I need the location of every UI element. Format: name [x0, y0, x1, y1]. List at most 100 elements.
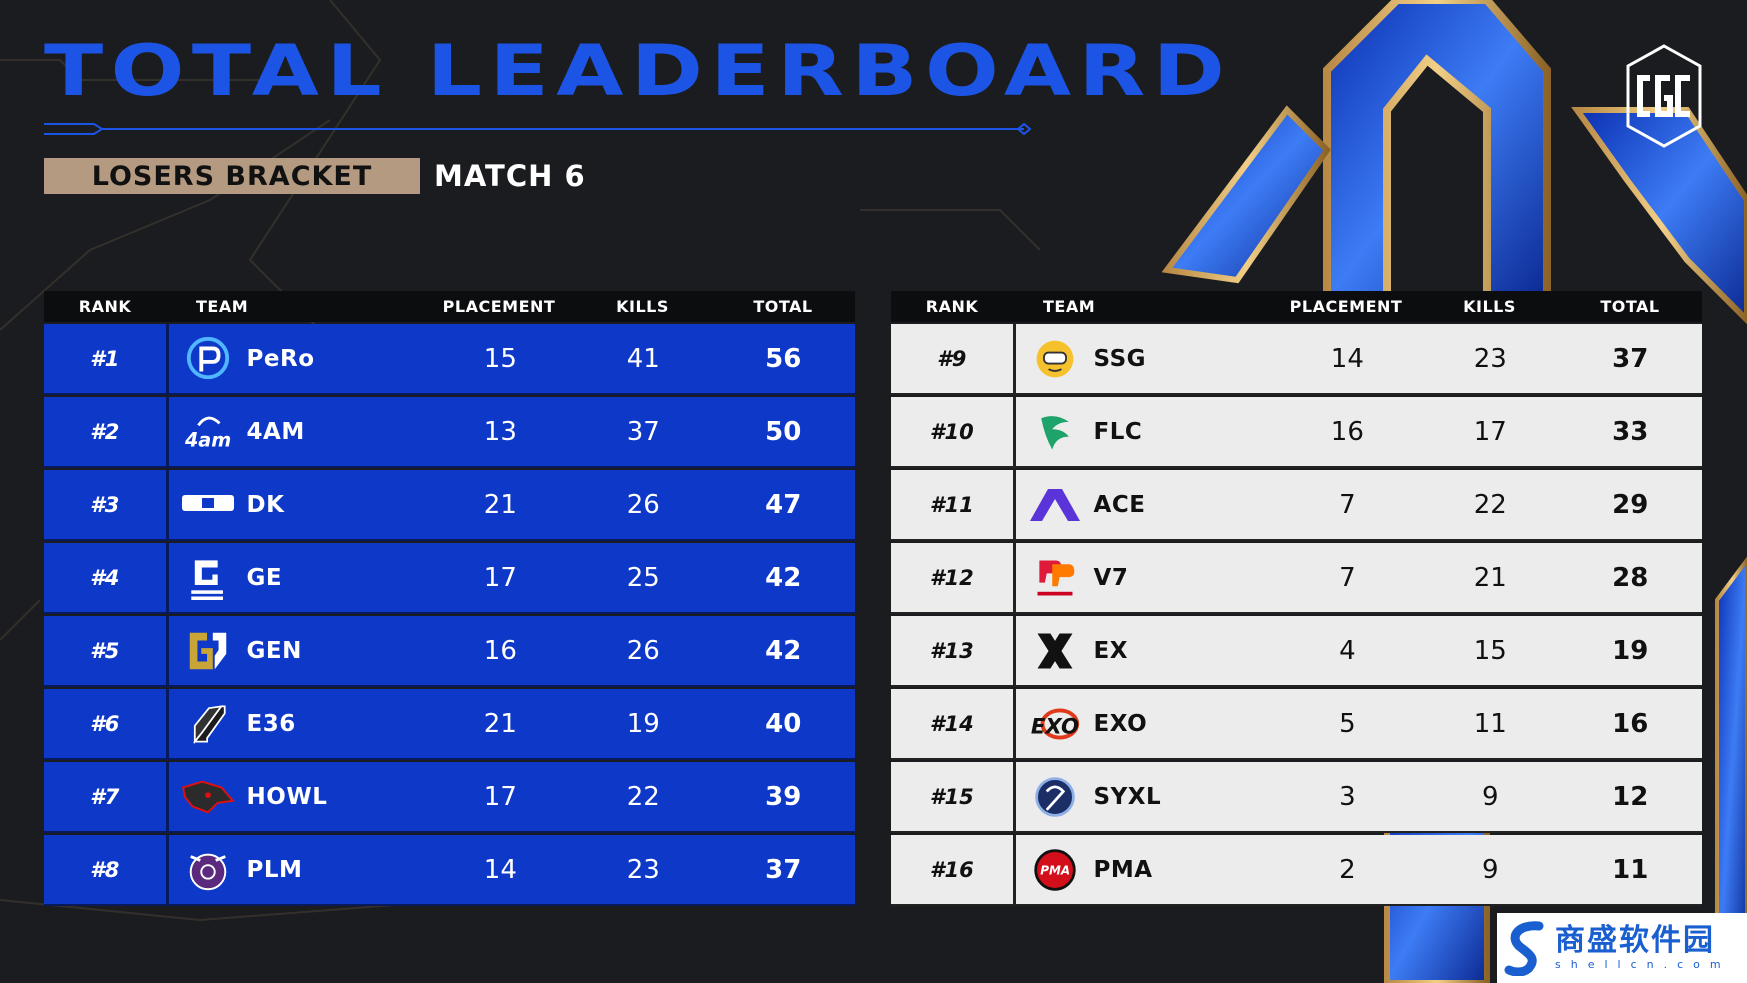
title-underline — [44, 122, 1032, 136]
table-row: #7 HOWL 17 22 39 — [44, 762, 855, 833]
team-name: GE — [246, 564, 283, 591]
v7-logo-icon — [1026, 549, 1084, 607]
ssg-logo-icon — [1026, 330, 1084, 388]
total-cell: 37 — [765, 854, 802, 885]
rank-cell: #11 — [891, 470, 1016, 539]
placement-cell: 7 — [1339, 562, 1356, 593]
col-team-header: TEAM — [196, 297, 249, 316]
team-cell: GE — [169, 543, 426, 612]
team-cell: EXO EXO — [1016, 689, 1273, 758]
team-cell: PeRo — [169, 324, 426, 393]
placement-cell: 14 — [483, 854, 517, 885]
table-row: #1 PeRo 15 41 56 — [44, 324, 855, 395]
placement-cell: 4 — [1339, 635, 1356, 666]
rank-cell: #1 — [44, 324, 169, 393]
team-name: PeRo — [246, 345, 315, 372]
total-cell: 47 — [765, 489, 802, 520]
table-row: #4 GE 17 25 42 — [44, 543, 855, 614]
team-name: SYXL — [1093, 783, 1162, 810]
team-cell: SYXL — [1016, 762, 1273, 831]
ge-logo-icon — [179, 549, 237, 607]
placement-cell: 15 — [483, 343, 517, 374]
total-cell: 56 — [765, 343, 802, 374]
team-cell: HOWL — [169, 762, 426, 831]
leaderboard-table-left: RANK TEAM PLACEMENT KILLS TOTAL #1 PeRo 15… — [44, 291, 855, 906]
col-placement-header: PLACEMENT — [442, 297, 556, 316]
rank-cell: #5 — [44, 616, 169, 685]
kills-cell: 15 — [1473, 635, 1507, 666]
ace-logo-icon — [1026, 476, 1084, 534]
team-cell: V7 — [1016, 543, 1273, 612]
team-name: 4AM — [246, 418, 305, 445]
table-header: RANK TEAM PLACEMENT KILLS TOTAL — [891, 291, 1702, 322]
kills-cell: 23 — [626, 854, 660, 885]
total-cell: 19 — [1612, 635, 1649, 666]
team-name: GEN — [246, 637, 302, 664]
team-cell: GEN — [169, 616, 426, 685]
col-total-header: TOTAL — [1600, 297, 1660, 316]
team-name: EX — [1093, 637, 1128, 664]
total-cell: 11 — [1612, 854, 1649, 885]
rank-cell: #6 — [44, 689, 169, 758]
placement-cell: 17 — [483, 781, 517, 812]
kills-cell: 17 — [1473, 416, 1507, 447]
table-row: #10 FLC 16 17 33 — [891, 397, 1702, 468]
total-cell: 39 — [765, 781, 802, 812]
placement-cell: 17 — [483, 562, 517, 593]
placement-cell: 16 — [1330, 416, 1364, 447]
rank-cell: #7 — [44, 762, 169, 831]
team-name: DK — [246, 491, 285, 518]
table-row: #15 SYXL 3 9 12 — [891, 762, 1702, 833]
kills-cell: 19 — [626, 708, 660, 739]
page-title: TOTAL LEADERBOARD — [44, 30, 1233, 112]
table-row: #12 V7 7 21 28 — [891, 543, 1702, 614]
rank-cell: #14 — [891, 689, 1016, 758]
placement-cell: 14 — [1330, 343, 1364, 374]
placement-cell: 2 — [1339, 854, 1356, 885]
kills-cell: 23 — [1473, 343, 1507, 374]
team-name: ACE — [1093, 491, 1146, 518]
team-cell: ACE — [1016, 470, 1273, 539]
total-cell: 42 — [765, 562, 802, 593]
pero-logo-icon — [179, 330, 237, 388]
table-row: #14 EXO EXO 5 11 16 — [891, 689, 1702, 760]
total-cell: 33 — [1612, 416, 1649, 447]
rank-cell: #2 — [44, 397, 169, 466]
svg-text:PMA: PMA — [1040, 863, 1070, 877]
bracket-badge: LOSERS BRACKET — [44, 158, 420, 194]
col-total-header: TOTAL — [753, 297, 813, 316]
kills-cell: 11 — [1473, 708, 1507, 739]
team-cell: PLM — [169, 835, 426, 904]
placement-cell: 5 — [1339, 708, 1356, 739]
table-row: #2 4am 4AM 13 37 50 — [44, 397, 855, 468]
team-name: SSG — [1093, 345, 1147, 372]
team-cell: DK — [169, 470, 426, 539]
watermark-en: shellcn.com — [1555, 958, 1731, 971]
team-cell: FLC — [1016, 397, 1273, 466]
kills-cell: 37 — [626, 416, 660, 447]
rank-cell: #15 — [891, 762, 1016, 831]
kills-cell: 22 — [1473, 489, 1507, 520]
team-name: EXO — [1093, 710, 1148, 737]
team-name: E36 — [246, 710, 296, 737]
4am-logo-icon: 4am — [179, 403, 237, 461]
col-kills-header: KILLS — [616, 297, 669, 316]
table-row: #13 EX 4 15 19 — [891, 616, 1702, 687]
team-cell: SSG — [1016, 324, 1273, 393]
rank-cell: #10 — [891, 397, 1016, 466]
rank-cell: #13 — [891, 616, 1016, 685]
col-rank-header: RANK — [925, 297, 979, 316]
team-cell: E36 — [169, 689, 426, 758]
table-header: RANK TEAM PLACEMENT KILLS TOTAL — [44, 291, 855, 322]
total-cell: 42 — [765, 635, 802, 666]
total-cell: 28 — [1612, 562, 1649, 593]
table-row: #8 PLM 14 23 37 — [44, 835, 855, 906]
total-cell: 29 — [1612, 489, 1649, 520]
table-row: #3 DK 21 26 47 — [44, 470, 855, 541]
total-cell: 16 — [1612, 708, 1649, 739]
rank-cell: #12 — [891, 543, 1016, 612]
howl-logo-icon — [179, 768, 237, 826]
kills-cell: 26 — [626, 635, 660, 666]
rank-cell: #4 — [44, 543, 169, 612]
rank-cell: #3 — [44, 470, 169, 539]
